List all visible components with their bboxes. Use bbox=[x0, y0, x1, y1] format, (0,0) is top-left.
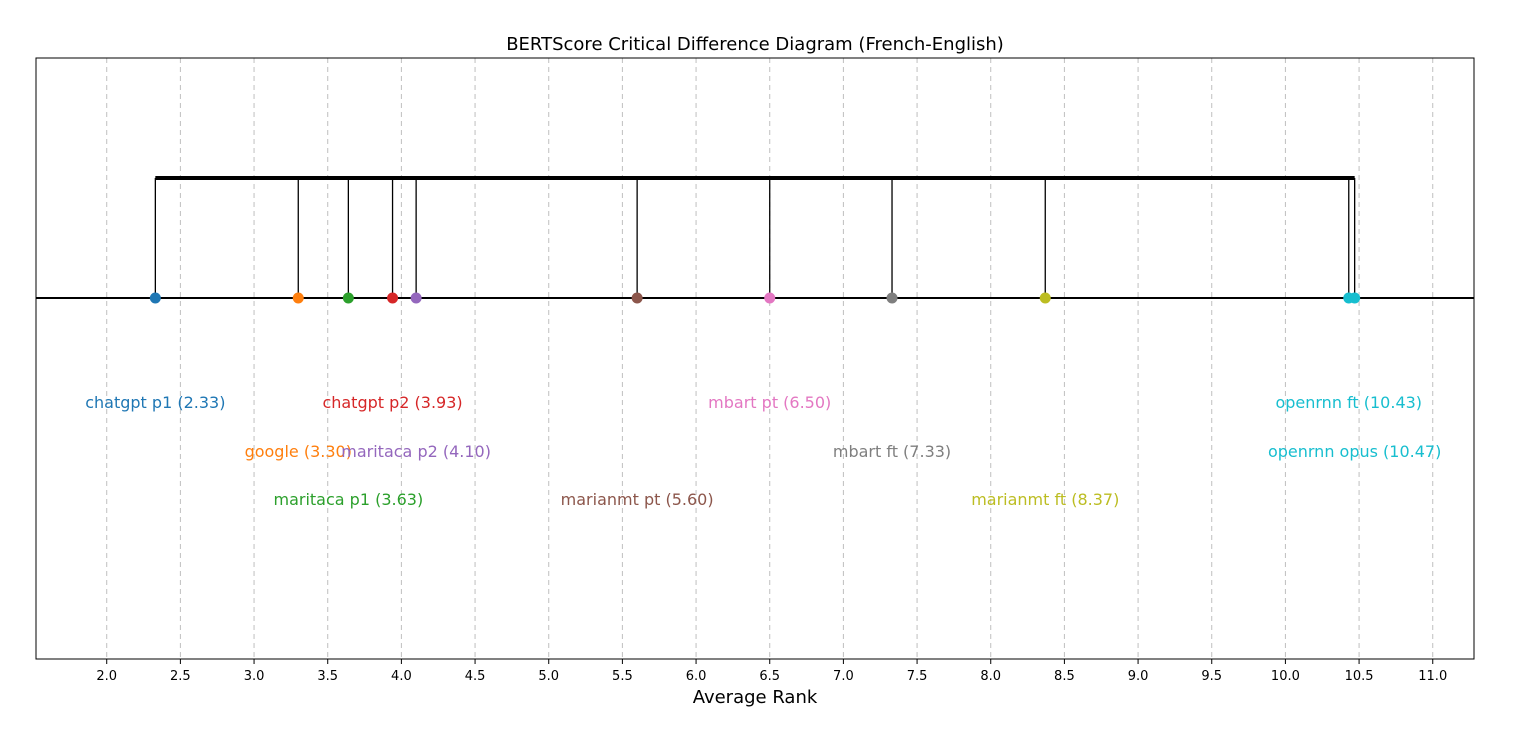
model-label: maritaca p2 (4.10) bbox=[341, 442, 491, 461]
x-tick-label: 5.0 bbox=[538, 669, 559, 684]
model-label: mbart pt (6.50) bbox=[708, 393, 831, 412]
rank-point bbox=[631, 292, 643, 304]
x-tick-label: 7.5 bbox=[907, 669, 928, 684]
rank-point bbox=[886, 292, 898, 304]
x-tick-label: 2.0 bbox=[96, 669, 117, 684]
x-tick-label: 8.5 bbox=[1054, 669, 1075, 684]
model-label: chatgpt p2 (3.93) bbox=[322, 393, 462, 412]
rank-point bbox=[764, 292, 776, 304]
model-label: openrnn ft (10.43) bbox=[1275, 393, 1422, 412]
model-labels: chatgpt p1 (2.33)google (3.30)maritaca p… bbox=[85, 393, 1441, 509]
rank-points bbox=[149, 292, 1361, 304]
model-label: marianmt ft (8.37) bbox=[971, 490, 1119, 509]
x-tick-label: 8.0 bbox=[980, 669, 1001, 684]
x-tick-label: 6.0 bbox=[686, 669, 707, 684]
rank-point bbox=[387, 292, 399, 304]
x-axis-label: Average Rank bbox=[693, 687, 818, 708]
x-tick-label: 9.5 bbox=[1201, 669, 1222, 684]
plot-frame bbox=[35, 57, 1475, 660]
x-tick-label: 2.5 bbox=[170, 669, 191, 684]
model-label: mbart ft (7.33) bbox=[833, 442, 951, 461]
rank-point bbox=[292, 292, 304, 304]
model-label: maritaca p1 (3.63) bbox=[273, 490, 423, 509]
x-tick-label: 3.0 bbox=[244, 669, 265, 684]
x-tick-label: 4.5 bbox=[465, 669, 486, 684]
rank-point bbox=[342, 292, 354, 304]
x-tick-label: 7.0 bbox=[833, 669, 854, 684]
model-label: google (3.30) bbox=[245, 442, 352, 461]
rank-point bbox=[410, 292, 422, 304]
x-tick-label: 11.0 bbox=[1418, 669, 1447, 684]
model-label: marianmt pt (5.60) bbox=[561, 490, 714, 509]
chart-title: BERTScore Critical Difference Diagram (F… bbox=[506, 34, 1004, 55]
x-tick-label: 10.5 bbox=[1345, 669, 1374, 684]
x-tick-label: 5.5 bbox=[612, 669, 633, 684]
rank-point bbox=[149, 292, 161, 304]
rank-point bbox=[1349, 292, 1361, 304]
model-label: chatgpt p1 (2.33) bbox=[85, 393, 225, 412]
x-axis-ticks: 2.0 2.5 3.0 3.5 4.0 4.5 5.0 5.5 6.0 6.5 7.0 7.5 8.0 8… bbox=[96, 659, 1447, 684]
x-tick-label: 4.0 bbox=[391, 669, 412, 684]
x-tick-label: 10.0 bbox=[1271, 669, 1300, 684]
x-tick-label: 9.0 bbox=[1128, 669, 1149, 684]
critical-difference-group bbox=[154, 176, 1356, 298]
model-label: openrnn opus (10.47) bbox=[1268, 442, 1441, 461]
x-tick-label: 6.5 bbox=[759, 669, 780, 684]
x-tick-label: 3.5 bbox=[317, 669, 338, 684]
rank-point bbox=[1039, 292, 1051, 304]
grid-lines bbox=[106, 58, 1434, 659]
